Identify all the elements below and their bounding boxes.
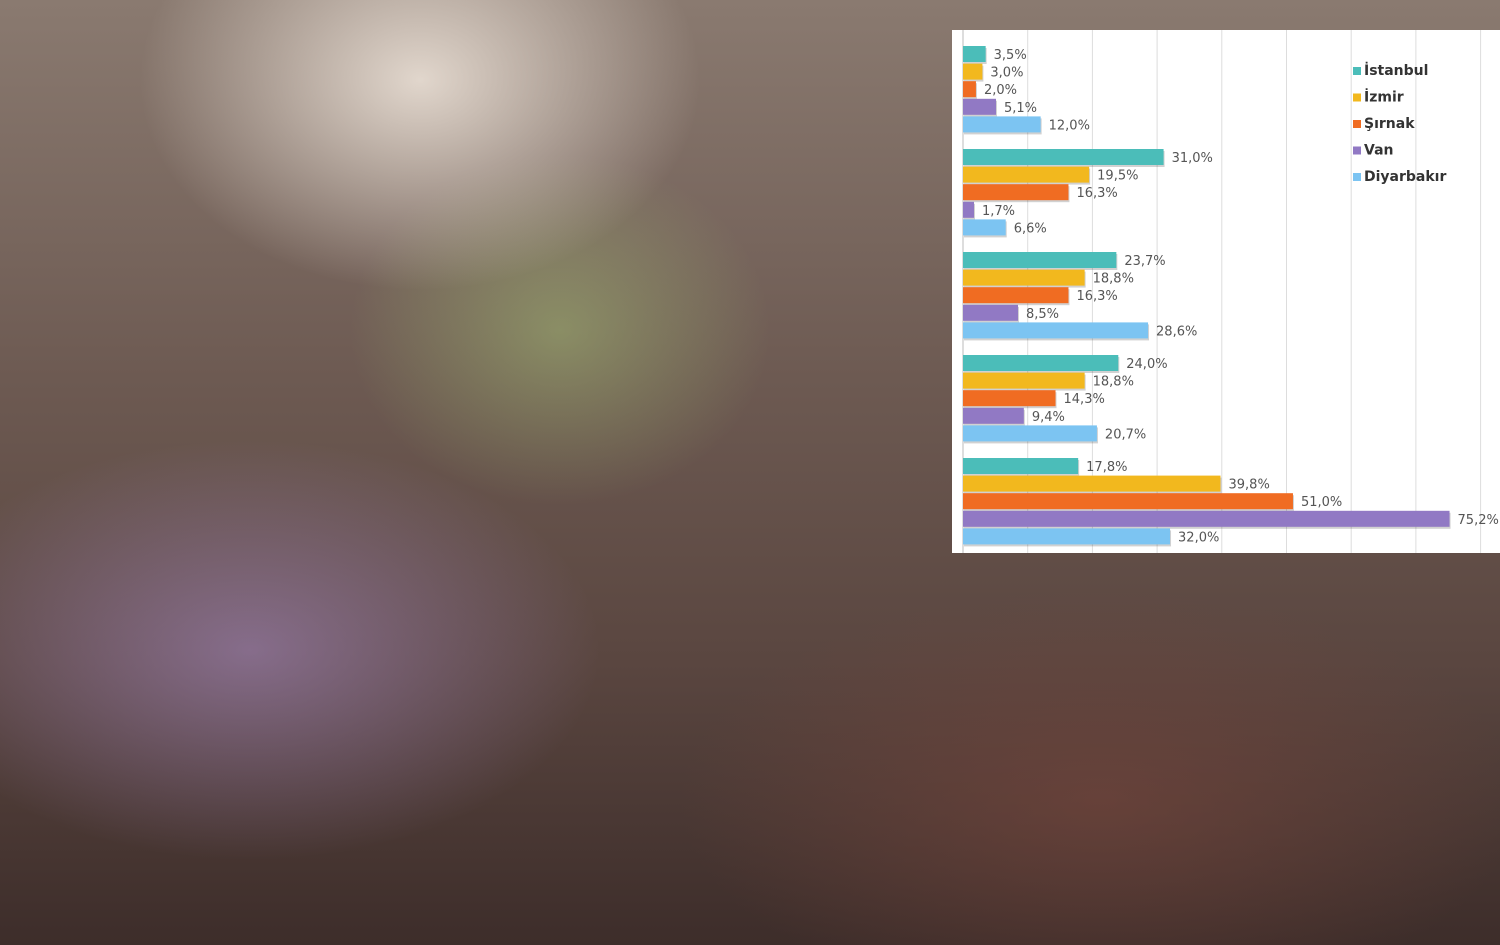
legend-swatch <box>1353 120 1361 128</box>
data-label: 24,0% <box>1126 357 1167 372</box>
bar-i̇stanbul <box>963 458 1079 474</box>
data-label: 18,8% <box>1093 375 1134 390</box>
bar-i̇zmir <box>963 63 983 80</box>
data-label: 3,0% <box>990 66 1023 81</box>
data-label: 17,8% <box>1086 460 1127 475</box>
data-label: 23,7% <box>1124 254 1165 269</box>
bar-şırnak <box>963 287 1069 304</box>
data-label: 12,0% <box>1049 118 1090 133</box>
bar-i̇zmir <box>963 269 1085 286</box>
data-label: 2,0% <box>984 83 1017 98</box>
data-label: 5,1% <box>1004 101 1037 116</box>
legend-swatch <box>1353 173 1361 181</box>
data-label: 28,6% <box>1156 324 1197 339</box>
bar-i̇stanbul <box>963 355 1119 371</box>
data-label: 75,2% <box>1458 513 1499 528</box>
bar-van <box>963 304 1018 321</box>
data-label: 51,0% <box>1301 495 1342 510</box>
bar-diyarbakır <box>963 528 1171 545</box>
data-label: 8,5% <box>1026 307 1059 322</box>
legend-swatch <box>1353 146 1361 155</box>
legend-entry: Van <box>1364 143 1393 159</box>
bar-diyarbakır <box>963 219 1006 236</box>
data-label: 14,3% <box>1064 392 1105 407</box>
bar-van <box>963 201 974 218</box>
data-label: 19,5% <box>1097 169 1138 184</box>
bar-i̇stanbul <box>963 149 1164 165</box>
bar-i̇zmir <box>963 372 1085 389</box>
bar-diyarbakır <box>963 425 1097 442</box>
data-label: 3,5% <box>994 48 1027 63</box>
bar-şırnak <box>963 493 1293 510</box>
bar-i̇zmir <box>963 475 1221 492</box>
bar-van <box>963 510 1450 527</box>
chart-svg: 3,5% 31,0% 23,7% 24,0% 17,8% İstanbul 3,0% 19,5… <box>962 30 1499 553</box>
bar-diyarbakır <box>963 116 1041 133</box>
legend-entry: Diyarbakır <box>1364 169 1446 185</box>
bar-van <box>963 407 1024 424</box>
data-label: 6,6% <box>1014 221 1047 236</box>
data-label: 16,3% <box>1076 186 1117 201</box>
bar-i̇zmir <box>963 166 1090 183</box>
data-label: 16,3% <box>1076 289 1117 304</box>
data-label: 32,0% <box>1178 530 1219 545</box>
bar-van <box>963 98 996 115</box>
data-label: 39,8% <box>1229 478 1270 493</box>
bar-şırnak <box>963 390 1056 407</box>
data-label: 18,8% <box>1093 272 1134 287</box>
data-label: 9,4% <box>1032 410 1065 425</box>
data-label: 1,7% <box>982 204 1015 219</box>
legend-swatch <box>1353 93 1361 102</box>
data-label: 20,7% <box>1105 427 1146 442</box>
data-label: 31,0% <box>1172 151 1213 166</box>
legend-entry: İstanbul <box>1364 62 1428 79</box>
bar-i̇stanbul <box>963 46 986 62</box>
legend-entry: Şırnak <box>1364 116 1415 132</box>
bar-şırnak <box>963 184 1069 201</box>
bar-chart: 3,5% 31,0% 23,7% 24,0% 17,8% İstanbul 3,0% 19,5… <box>952 30 1500 553</box>
bar-i̇stanbul <box>963 252 1117 268</box>
legend-swatch <box>1353 67 1361 75</box>
bar-şırnak <box>963 81 976 98</box>
legend-entry: İzmir <box>1364 89 1404 106</box>
bar-diyarbakır <box>963 322 1149 339</box>
